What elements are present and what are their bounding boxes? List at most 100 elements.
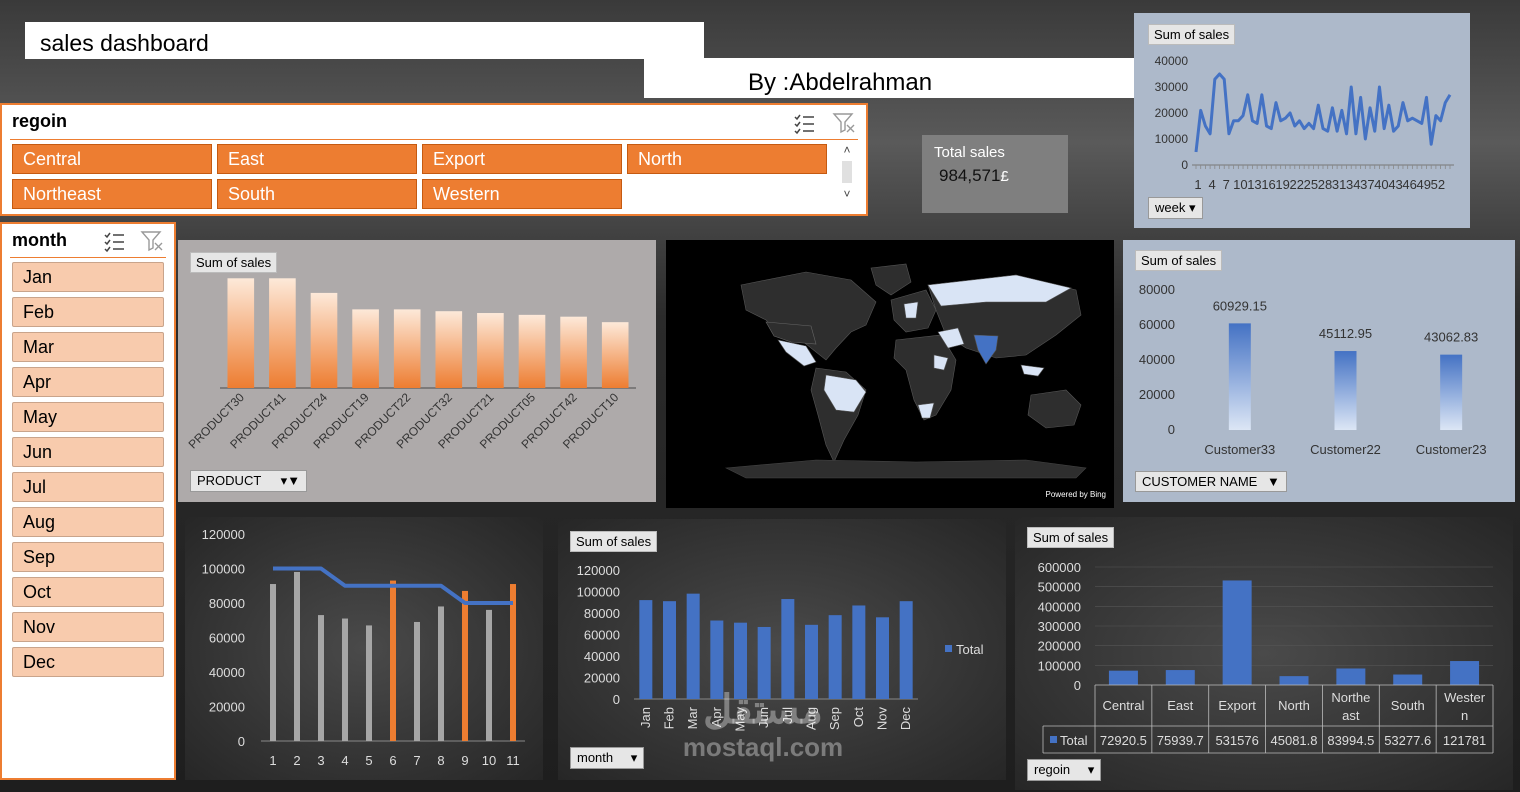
product-bar — [560, 316, 587, 388]
month-item-mar[interactable]: Mar — [12, 332, 164, 362]
y-tick-label: 400000 — [1038, 599, 1081, 614]
region-slicer: regoin Central East Export North Northeast So… — [0, 103, 868, 216]
monthly-bar — [757, 626, 771, 699]
region-bar — [1165, 670, 1195, 685]
y-tick-label: 600000 — [1038, 560, 1081, 575]
combo-bar — [342, 618, 348, 741]
russia-shape — [927, 274, 1072, 307]
region-bar — [1222, 580, 1252, 685]
month-field-button[interactable]: month ▾ — [570, 747, 645, 769]
region-value-label: 75939.7 — [1157, 733, 1204, 748]
weekly-chart-title: Sum of sales — [1148, 24, 1236, 45]
region-value-label: 83994.5 — [1327, 733, 1374, 748]
customer-data-label: 43062.83 — [1424, 330, 1478, 345]
x-tick-label: 7 — [413, 753, 420, 768]
product-bar — [518, 314, 546, 388]
y-tick-label: 500000 — [1038, 580, 1081, 595]
north-america-shape — [740, 271, 877, 361]
monthly-bar — [805, 624, 818, 699]
south-africa-shape — [917, 402, 935, 419]
month-item-jan[interactable]: Jan — [12, 262, 164, 292]
x-tick-label: 2 — [293, 753, 300, 768]
region-value-label: 53277.6 — [1384, 733, 1431, 748]
y-tick-label: 60000 — [584, 628, 620, 643]
month-item-sep[interactable]: Sep — [12, 542, 164, 572]
map-credit: Powered by Bing — [1045, 490, 1106, 499]
month-item-nov[interactable]: Nov — [12, 612, 164, 642]
month-slicer: month Jan Feb Mar Apr May Jun Jul Aug Sep Oct Nov D… — [0, 222, 176, 780]
region-bar-chart: 0 100000 200000 300000 400000 500000 600000 Tot… — [1038, 560, 1494, 754]
monthly-bar — [876, 617, 889, 699]
region-item-western[interactable]: Western — [422, 179, 622, 209]
filter-dropdown-icon: ▾▼ — [280, 473, 301, 488]
y-tick-label: 100000 — [577, 585, 620, 600]
x-tick-label: 8 — [437, 753, 444, 768]
y-tick-label: 10000 — [1155, 132, 1189, 146]
region-value-label: 72920.5 — [1100, 733, 1147, 748]
x-tick-label: Jul — [780, 707, 795, 724]
clear-filter-icon[interactable] — [140, 229, 164, 253]
region-field-button[interactable]: regoin ▾ — [1027, 759, 1102, 781]
region-bar — [1336, 668, 1366, 685]
region-category-label: ast — [1342, 708, 1360, 723]
region-item-east[interactable]: East — [217, 144, 417, 174]
month-item-apr[interactable]: Apr — [12, 367, 164, 397]
week-field-button[interactable]: week ▾ — [1148, 197, 1203, 219]
customer-field-button[interactable]: CUSTOMER NAME ▼ — [1135, 471, 1287, 492]
multi-select-icon[interactable] — [792, 111, 816, 135]
y-tick-label: 60000 — [209, 631, 245, 646]
brazil-shape — [823, 374, 867, 413]
x-tick-label: 31 — [1332, 177, 1346, 192]
x-tick-label: Oct — [851, 707, 866, 728]
region-category-label: Export — [1218, 698, 1256, 713]
month-item-dec[interactable]: Dec — [12, 647, 164, 677]
region-item-north[interactable]: North — [627, 144, 827, 174]
region-category-label: South — [1391, 698, 1425, 713]
map-panel: Powered by Bing — [666, 240, 1114, 508]
month-item-may[interactable]: May — [12, 402, 164, 432]
month-item-feb[interactable]: Feb — [12, 297, 164, 327]
x-tick-label: Dec — [898, 707, 913, 731]
x-tick-label: Sep — [827, 707, 842, 730]
product-field-button[interactable]: PRODUCT ▾▼ — [190, 470, 308, 492]
x-tick-label: 43 — [1388, 177, 1402, 192]
se-asia-shape — [1020, 364, 1045, 377]
watermark-text: mostaql.com — [682, 732, 844, 762]
x-tick-label: 10 — [1233, 177, 1247, 192]
combo-bar — [486, 609, 492, 741]
east-africa-shape — [933, 354, 949, 371]
month-item-aug[interactable]: Aug — [12, 507, 164, 537]
month-item-jul[interactable]: Jul — [12, 472, 164, 502]
monthly-chart-title: Sum of sales — [570, 531, 658, 552]
region-category-label: n — [1461, 708, 1468, 723]
combo-bar-line-chart: 0 20000 40000 60000 80000 100000 120000 1 2 3 4 5 6 7… — [202, 527, 525, 768]
month-item-oct[interactable]: Oct — [12, 577, 164, 607]
slicer-scrollbar[interactable]: ˄ ˅ — [836, 143, 858, 207]
x-tick-label: Mar — [685, 706, 700, 729]
x-tick-label: 22 — [1290, 177, 1304, 192]
y-tick-label: 200000 — [1038, 639, 1081, 654]
monthly-bar — [734, 622, 747, 699]
month-item-jun[interactable]: Jun — [12, 437, 164, 467]
y-tick-label: 100000 — [202, 562, 245, 577]
y-tick-label: 0 — [613, 692, 620, 707]
scroll-down-icon[interactable]: ˅ — [843, 187, 851, 201]
usa-highlight — [765, 321, 817, 345]
x-tick-label: Jun — [756, 707, 771, 728]
region-item-northeast[interactable]: Northeast — [12, 179, 212, 209]
y-tick-label: 60000 — [1139, 317, 1175, 332]
x-tick-label: 25 — [1304, 177, 1318, 192]
greenland-shape — [870, 263, 912, 296]
multi-select-icon[interactable] — [102, 229, 126, 253]
region-item-central[interactable]: Central — [12, 144, 212, 174]
y-tick-label: 40000 — [1155, 54, 1189, 68]
region-item-south[interactable]: South — [217, 179, 417, 209]
region-item-export[interactable]: Export — [422, 144, 622, 174]
combo-bar — [318, 615, 324, 741]
month-field-label: month — [577, 750, 614, 765]
clear-filter-icon[interactable] — [832, 111, 856, 135]
monthly-bar-chart: 0 20000 40000 60000 80000 100000 120000 Jan Feb M… — [577, 563, 984, 732]
x-tick-label: 3 — [317, 753, 324, 768]
product-chart-title: Sum of sales — [190, 252, 278, 273]
scroll-up-icon[interactable]: ˄ — [843, 143, 851, 157]
